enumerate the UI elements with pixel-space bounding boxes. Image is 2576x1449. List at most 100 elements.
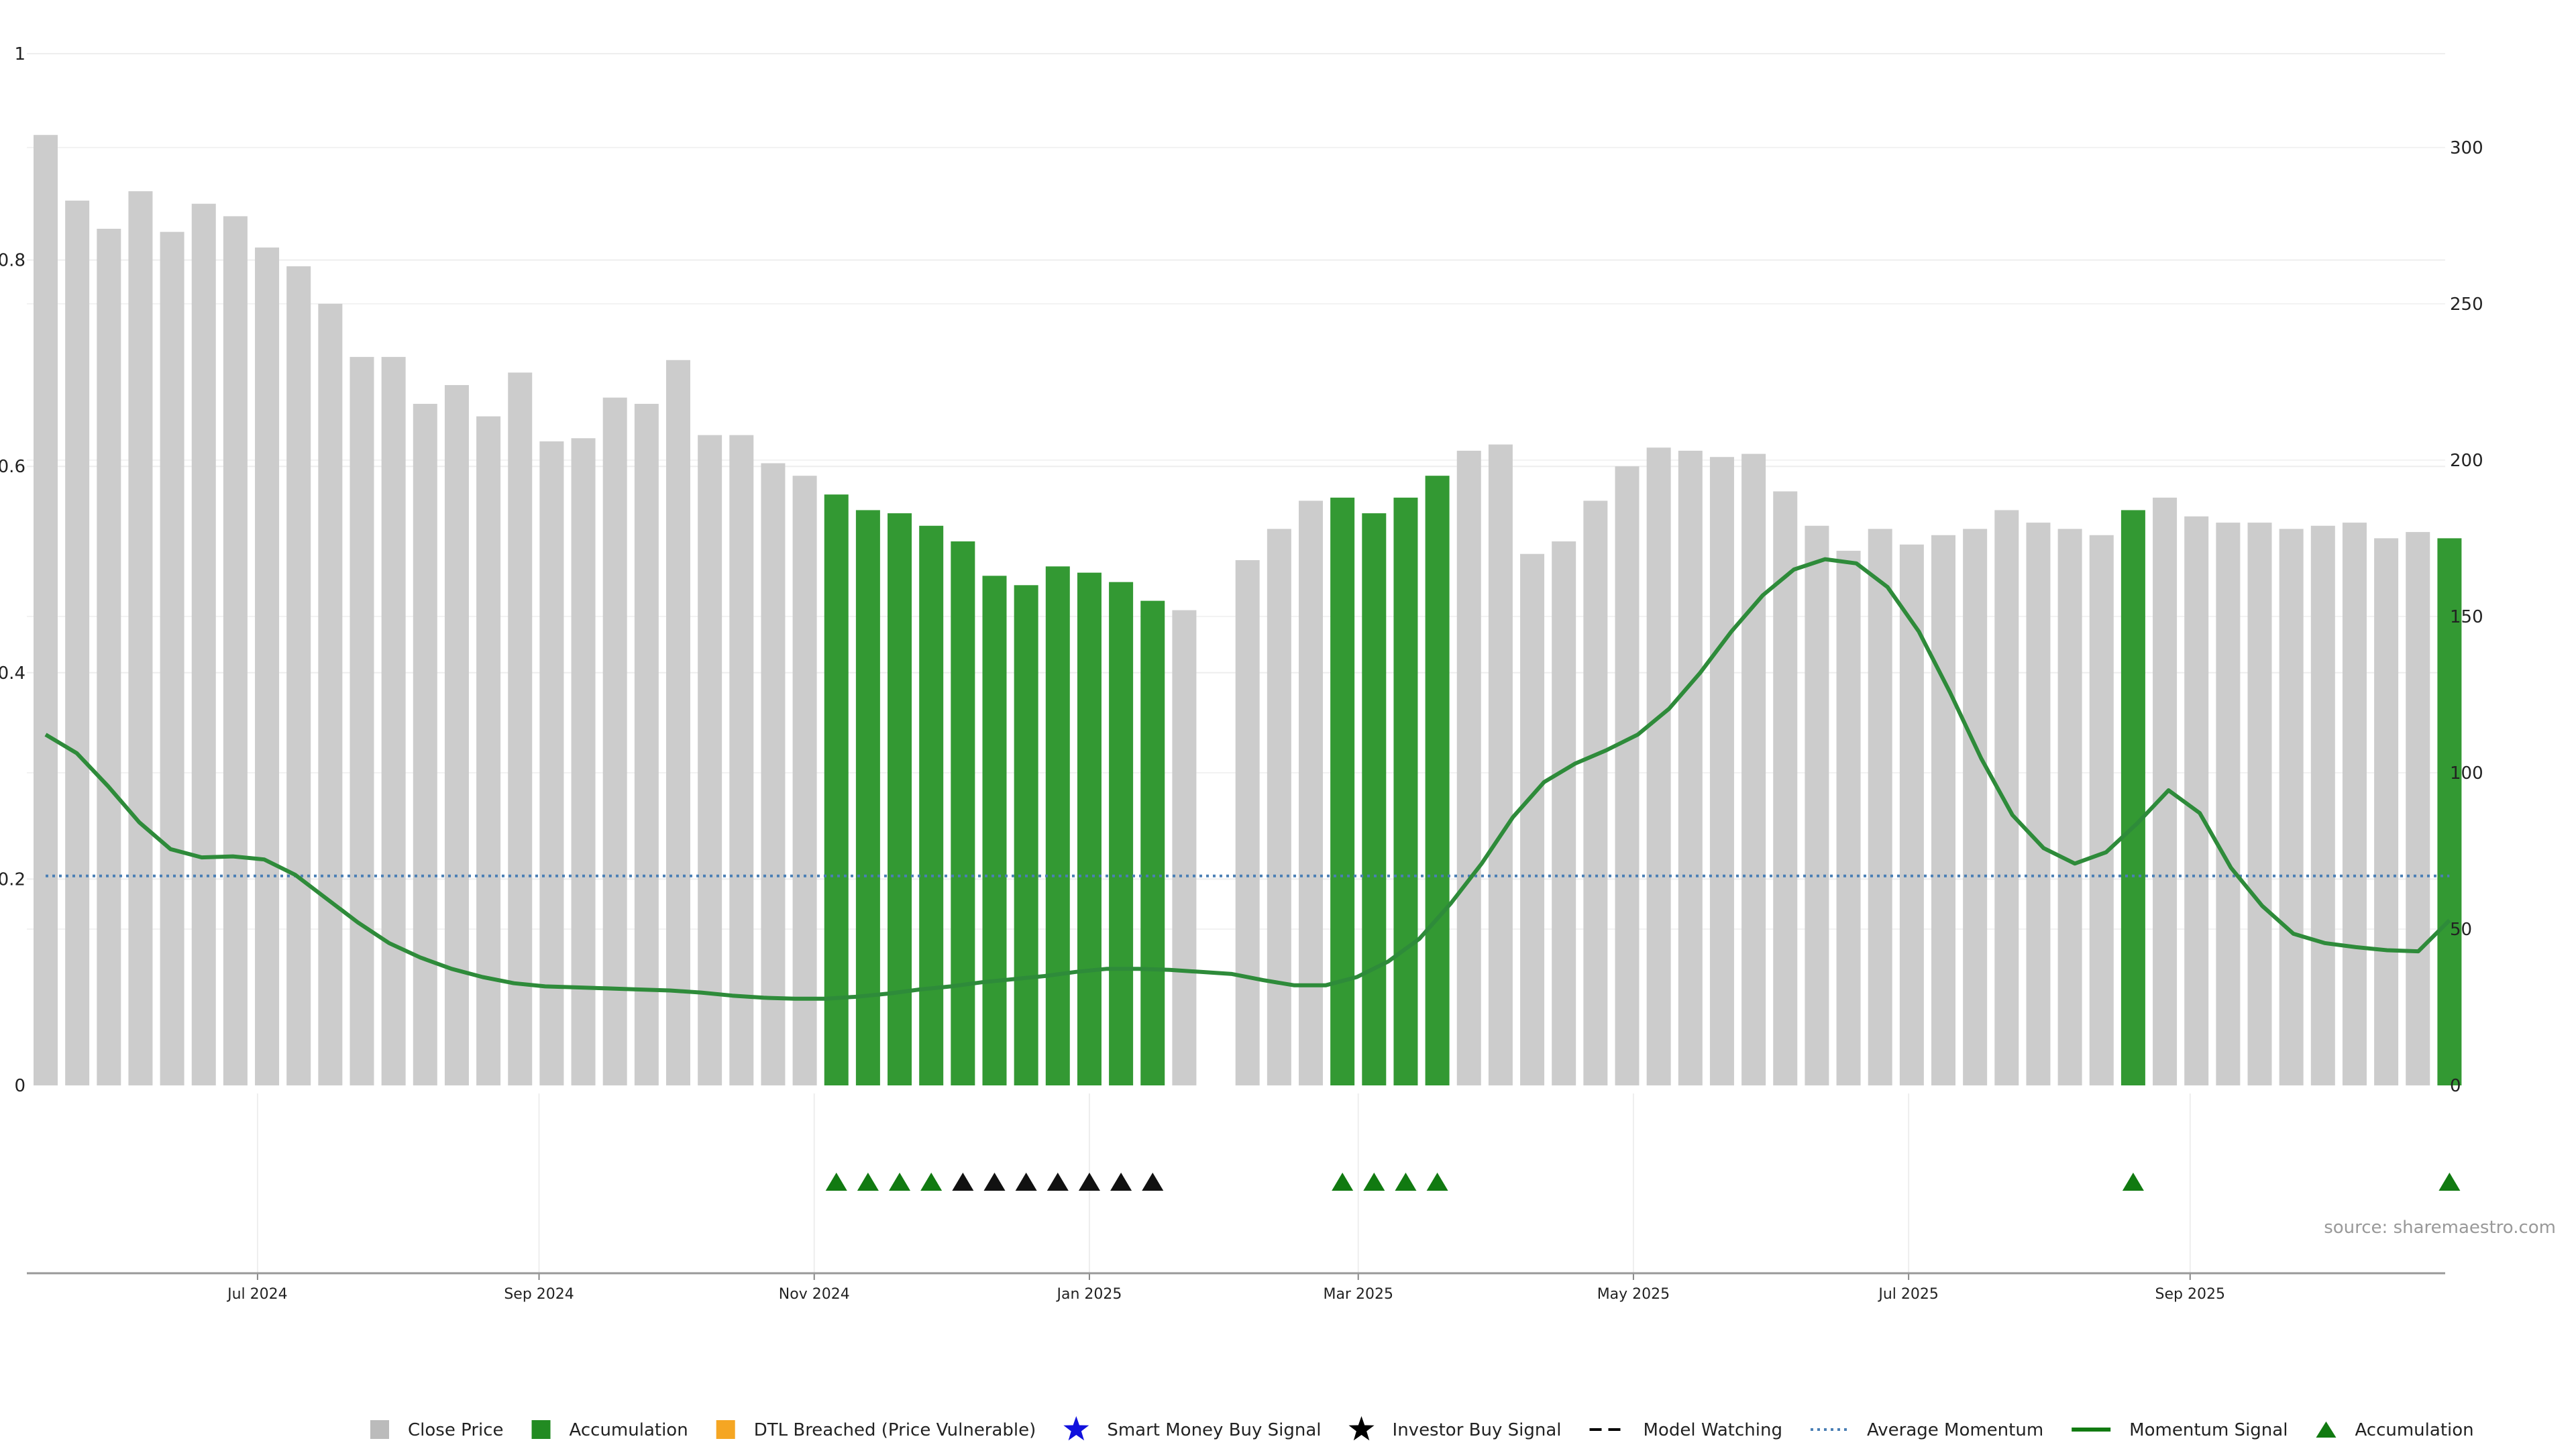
legend-swatch xyxy=(531,1420,551,1439)
price-bars xyxy=(34,135,2462,1086)
momentum-signal-line xyxy=(44,557,2451,1001)
accumulation-marker xyxy=(920,1173,943,1191)
close-price-bar xyxy=(2374,538,2399,1085)
legend-swatch xyxy=(716,1420,735,1439)
investor-buy-marker xyxy=(1110,1173,1132,1191)
close-price-bar xyxy=(1520,553,1545,1085)
close-price-bar xyxy=(1583,500,1608,1085)
accumulation-marker xyxy=(2122,1173,2144,1191)
close-price-bar xyxy=(1678,450,1703,1085)
accumulation-marker xyxy=(857,1173,879,1191)
close-price-bar xyxy=(2310,525,2335,1085)
close-price-bar xyxy=(1267,529,1291,1085)
legend-label: DTL Breached (Price Vulnerable) xyxy=(754,1420,1036,1440)
right-tick-label: 100 xyxy=(2450,763,2483,784)
close-price-bar xyxy=(1868,529,1892,1085)
close-price-bar xyxy=(1235,560,1260,1085)
accumulation-marker xyxy=(825,1173,847,1191)
accumulation-bar xyxy=(1140,600,1165,1085)
accumulation-bar xyxy=(1077,572,1102,1085)
accumulation-bar xyxy=(1330,497,1355,1085)
x-tick-label: Sep 2025 xyxy=(2155,1286,2225,1303)
accumulation-marker xyxy=(1363,1173,1385,1191)
close-price-bar xyxy=(1805,525,1829,1085)
close-price-bar xyxy=(1899,544,1924,1085)
close-price-bar xyxy=(792,476,817,1085)
close-price-bar xyxy=(2342,523,2367,1085)
close-price-bar xyxy=(1773,491,1798,1085)
close-price-bar xyxy=(571,438,596,1085)
legend-item: Accumulation xyxy=(531,1420,688,1440)
signal-markers xyxy=(825,1173,2461,1191)
x-tick-label: Jul 2024 xyxy=(226,1286,288,1303)
investor-buy-marker xyxy=(1046,1173,1069,1191)
x-tick-label: Jul 2025 xyxy=(1877,1286,1939,1303)
accumulation-bar xyxy=(2121,510,2145,1085)
accumulation-marker xyxy=(2438,1173,2461,1191)
investor-buy-marker xyxy=(983,1173,1006,1191)
accumulation-bar xyxy=(1109,582,1134,1085)
accumulation-marker xyxy=(889,1173,911,1191)
close-price-bar xyxy=(2057,529,2082,1085)
close-price-bar xyxy=(1456,450,1481,1085)
left-tick-label: 0.6 xyxy=(0,457,25,477)
legend-triangle xyxy=(2316,1421,2337,1438)
close-price-bar xyxy=(1488,444,1513,1085)
right-tick-label: 50 xyxy=(2450,920,2472,940)
close-price-bar xyxy=(2247,523,2272,1085)
close-price-bar xyxy=(698,435,722,1085)
close-price-bar xyxy=(1615,466,1640,1085)
right-tick-label: 0 xyxy=(2450,1076,2461,1096)
close-price-bar xyxy=(1741,453,1766,1085)
close-price-bar xyxy=(2184,516,2209,1085)
legend-label: Momentum Signal xyxy=(2129,1420,2288,1440)
close-price-bar xyxy=(1552,541,1576,1085)
right-tick-label: 150 xyxy=(2450,607,2483,627)
legend-label: Accumulation xyxy=(570,1420,688,1440)
close-price-bar xyxy=(1299,500,1323,1085)
accumulation-bar xyxy=(951,541,975,1085)
axes: 0 0.2 0.4 0.6 0.8 1 0 50 100 150 200 250 300 Jul 2024… xyxy=(0,44,2483,1303)
accumulation-marker xyxy=(1332,1173,1354,1191)
close-price-bar xyxy=(2406,532,2430,1085)
legend-label: Accumulation xyxy=(2355,1420,2473,1440)
investor-buy-marker xyxy=(1015,1173,1037,1191)
legend-label: Investor Buy Signal xyxy=(1393,1420,1562,1440)
close-price-bar xyxy=(97,228,121,1086)
accumulation-bar xyxy=(2437,538,2462,1085)
momentum-lines xyxy=(44,557,2451,1001)
accumulation-bar xyxy=(982,576,1007,1085)
close-price-bar xyxy=(350,357,374,1085)
close-price-bar xyxy=(729,435,754,1085)
legend-label: Close Price xyxy=(408,1420,504,1440)
close-price-bar xyxy=(666,360,690,1085)
close-price-bar xyxy=(1709,457,1734,1085)
close-price-bar xyxy=(191,203,216,1085)
legend-item: Average Momentum xyxy=(1810,1420,2043,1440)
close-price-bar xyxy=(1646,447,1671,1085)
accumulation-bar xyxy=(919,525,944,1085)
close-price-bar xyxy=(1931,535,1955,1085)
accumulation-bar xyxy=(855,510,880,1085)
x-tick-label: Nov 2024 xyxy=(779,1286,850,1303)
accumulation-bar xyxy=(888,513,912,1085)
x-tick-label: Sep 2024 xyxy=(504,1286,574,1303)
close-price-bar xyxy=(634,403,659,1085)
close-price-bar xyxy=(160,231,184,1085)
legend-item: Accumulation xyxy=(2316,1420,2474,1440)
legend-star xyxy=(1063,1416,1089,1441)
legend-label: Smart Money Buy Signal xyxy=(1107,1420,1321,1440)
close-price-bar xyxy=(318,303,343,1085)
close-price-bar xyxy=(223,216,248,1085)
close-price-bar xyxy=(286,266,311,1086)
legend-item: Model Watching xyxy=(1589,1420,1782,1440)
legend-item: DTL Breached (Price Vulnerable) xyxy=(716,1420,1036,1440)
close-price-bar xyxy=(539,441,564,1085)
legend-label: Model Watching xyxy=(1644,1420,1782,1440)
right-tick-label: 200 xyxy=(2450,451,2483,471)
close-price-bar xyxy=(381,357,406,1085)
legend-item: Close Price xyxy=(370,1420,504,1440)
close-price-bar xyxy=(1963,529,1988,1085)
close-price-bar xyxy=(255,247,280,1086)
